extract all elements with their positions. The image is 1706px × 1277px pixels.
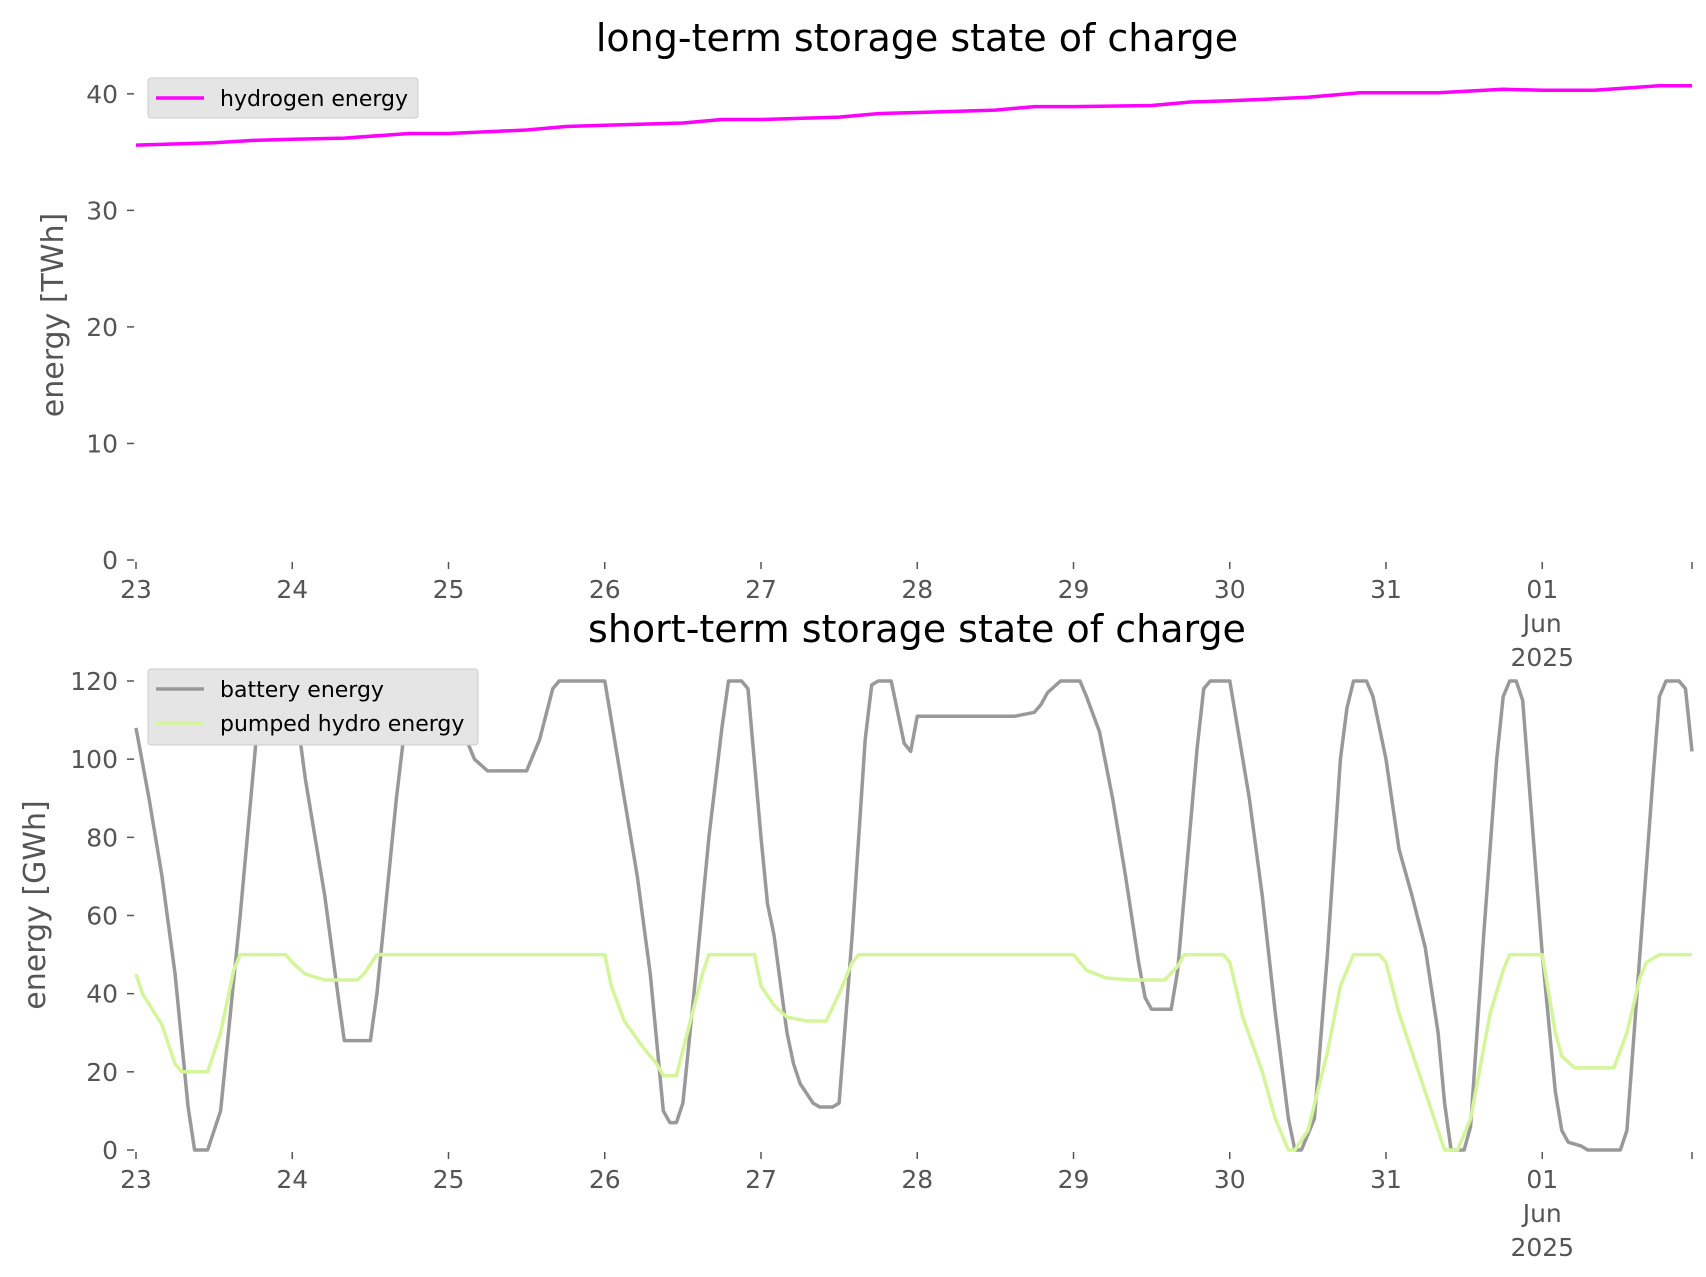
y-tick-label: 10 (86, 429, 118, 458)
y-tick-label: 60 (86, 902, 118, 931)
short-term-series (134, 679, 1694, 1152)
hydrogen-energy-line (135, 83, 1692, 147)
y-tick-label: 0 (102, 546, 118, 575)
x-tick-label: 29 (1058, 575, 1090, 604)
y-tick-label: 30 (86, 196, 118, 225)
x-tick-label: 01 (1526, 1165, 1558, 1194)
x-tick-label: 23 (120, 575, 152, 604)
x-tick-label: 2025 (1510, 1233, 1574, 1262)
x-tick-label: 31 (1370, 1165, 1402, 1194)
long-term-chart-title: long-term storage state of charge (596, 16, 1238, 60)
long-term-y-axis: 0 10 20 30 40 (86, 80, 134, 575)
x-tick-label: 26 (589, 1165, 621, 1194)
pumped-hydro-energy-line (134, 952, 1692, 1152)
y-tick-label: 20 (86, 1058, 118, 1087)
x-tick-label: 25 (433, 1165, 465, 1194)
y-tick-label: 100 (70, 745, 118, 774)
short-term-legend-box (147, 668, 479, 746)
long-term-legend: hydrogen energy (147, 77, 419, 119)
legend-label-battery: battery energy (220, 678, 384, 703)
long-term-x-axis: 23 24 25 26 27 28 29 30 31 01 Jun 2025 (120, 562, 1693, 672)
long-term-series (135, 83, 1692, 147)
x-tick-label: 30 (1214, 575, 1246, 604)
x-tick-label: 23 (120, 1165, 152, 1194)
y-tick-label: 40 (86, 80, 118, 109)
y-tick-label: 80 (86, 823, 118, 852)
x-tick-label: 30 (1214, 1165, 1246, 1194)
y-tick-label: 40 (86, 980, 118, 1009)
x-tick-label: 27 (745, 1165, 777, 1194)
x-tick-label: Jun (1521, 609, 1562, 638)
x-tick-label: 28 (901, 575, 933, 604)
long-term-y-axis-label: energy [TWh] (36, 213, 71, 417)
short-term-chart: short-term storage state of charge energ… (18, 607, 1694, 1262)
x-tick-label: 25 (433, 575, 465, 604)
x-tick-label: 27 (745, 575, 777, 604)
x-tick-label: 26 (589, 575, 621, 604)
short-term-y-axis-label: energy [GWh] (18, 800, 53, 1009)
x-tick-label: 29 (1058, 1165, 1090, 1194)
y-tick-label: 0 (102, 1136, 118, 1165)
x-tick-label: 28 (901, 1165, 933, 1194)
short-term-y-axis: 0 20 40 60 80 100 120 (70, 667, 134, 1165)
legend-label-hydrogen: hydrogen energy (220, 87, 408, 112)
battery-energy-line (134, 679, 1694, 1152)
x-tick-label: 24 (276, 575, 308, 604)
short-term-chart-title: short-term storage state of charge (588, 607, 1246, 651)
x-tick-label: 01 (1526, 575, 1558, 604)
long-term-chart: long-term storage state of charge energy… (36, 16, 1693, 672)
y-tick-label: 120 (70, 667, 118, 696)
short-term-x-axis: 23 24 25 26 27 28 29 30 31 01 Jun 2025 (120, 1152, 1693, 1262)
x-tick-label: Jun (1521, 1199, 1562, 1228)
y-tick-label: 20 (86, 313, 118, 342)
short-term-legend: battery energy pumped hydro energy (147, 668, 479, 746)
x-tick-label: 2025 (1510, 643, 1574, 672)
legend-label-pumped-hydro: pumped hydro energy (220, 712, 464, 737)
long-term-legend-box (147, 77, 419, 119)
x-tick-label: 31 (1370, 575, 1402, 604)
x-tick-label: 24 (276, 1165, 308, 1194)
